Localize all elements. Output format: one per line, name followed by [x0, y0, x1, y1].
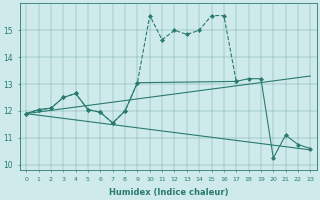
X-axis label: Humidex (Indice chaleur): Humidex (Indice chaleur)	[108, 188, 228, 197]
